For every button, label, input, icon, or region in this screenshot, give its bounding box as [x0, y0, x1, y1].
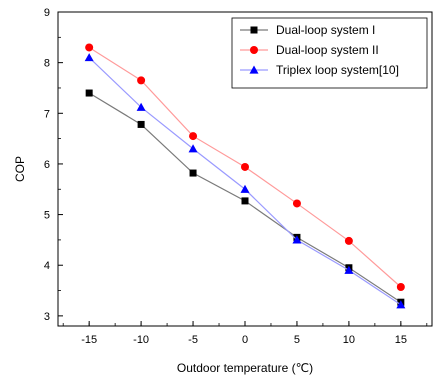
legend-entry: Triplex loop system[10] [240, 63, 399, 77]
data-point [136, 102, 146, 111]
x-tick-label: 10 [343, 334, 355, 346]
legend-marker [250, 46, 258, 54]
y-tick-label: 9 [44, 7, 50, 19]
series-2 [85, 43, 405, 292]
legend-entry: Dual-loop system II [240, 43, 379, 57]
data-point [292, 199, 301, 208]
series-3 [84, 53, 406, 309]
data-point [189, 169, 197, 177]
legend: Dual-loop system I Dual-loop system II Tri… [231, 17, 428, 89]
y-tick-label: 7 [44, 108, 50, 120]
legend-label: Triplex loop system[10] [276, 63, 399, 77]
data-point [137, 76, 146, 85]
y-tick-label: 3 [44, 311, 50, 323]
legend-entry: Dual-loop system I [240, 23, 375, 37]
data-point [292, 235, 302, 244]
x-axis-ticks: -15 -10 -5 0 5 10 15 [62, 321, 428, 346]
data-point [396, 300, 406, 309]
y-tick-label: 4 [44, 260, 50, 272]
x-tick-label: 15 [395, 334, 407, 346]
data-point [344, 265, 354, 274]
y-tick-label: 5 [44, 210, 50, 222]
legend-label: Dual-loop system II [276, 43, 379, 57]
data-point [189, 132, 198, 141]
x-tick-label: -15 [81, 334, 97, 346]
y-axis-ticks: 3 4 5 6 7 8 9 [44, 7, 63, 323]
y-axis-title: COP [13, 156, 27, 182]
legend-marker [250, 26, 258, 34]
data-point [240, 184, 250, 193]
data-point [85, 43, 94, 52]
legend-label: Dual-loop system I [276, 23, 375, 37]
data-point [241, 197, 249, 205]
y-tick-label: 8 [44, 58, 50, 70]
data-point [188, 144, 198, 153]
series-1 [85, 89, 405, 306]
series-layer [84, 43, 406, 309]
x-tick-label: -10 [133, 334, 149, 346]
y-tick-label: 6 [44, 159, 50, 171]
series-line [88, 57, 402, 306]
x-tick-label: 0 [242, 334, 248, 346]
data-point [344, 236, 353, 245]
data-point [84, 53, 94, 62]
data-point [241, 162, 249, 171]
data-point [85, 89, 93, 97]
x-tick-label: 5 [294, 334, 300, 346]
legend-marker [249, 65, 259, 74]
x-tick-label: -5 [188, 334, 198, 346]
x-axis-title: Outdoor temperature (℃) [177, 361, 313, 375]
data-point [396, 283, 405, 292]
data-point [137, 120, 145, 128]
